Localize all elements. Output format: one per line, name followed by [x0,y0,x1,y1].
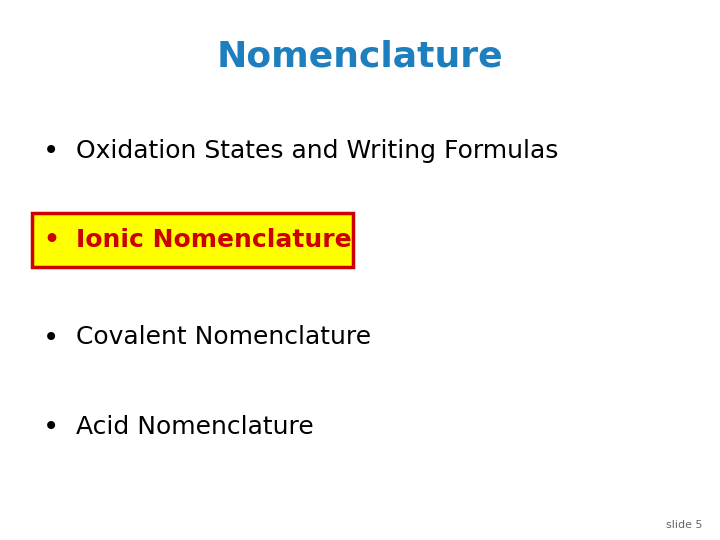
Text: slide 5: slide 5 [665,520,702,530]
Text: Oxidation States and Writing Formulas: Oxidation States and Writing Formulas [76,139,558,163]
Text: Covalent Nomenclature: Covalent Nomenclature [76,326,371,349]
Text: •: • [43,323,60,352]
Text: •: • [43,228,59,252]
Text: •: • [43,413,60,441]
Text: Nomenclature: Nomenclature [217,40,503,73]
FancyBboxPatch shape [32,213,353,267]
Text: •: • [43,137,60,165]
Text: Ionic Nomenclature: Ionic Nomenclature [76,228,351,252]
Text: Acid Nomenclature: Acid Nomenclature [76,415,313,438]
